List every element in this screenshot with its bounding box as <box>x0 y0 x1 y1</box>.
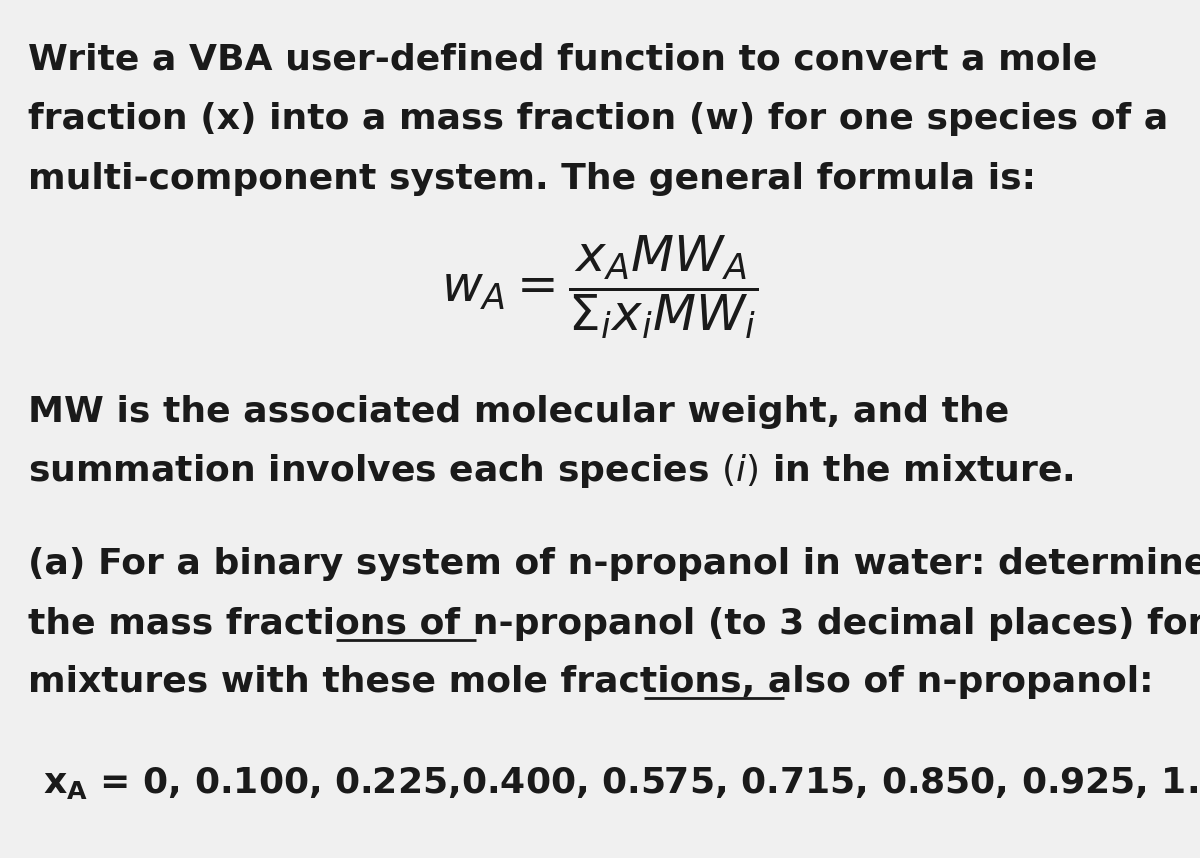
Text: $w_A = \dfrac{x_A MW_A}{\Sigma_i x_i MW_i}$: $w_A = \dfrac{x_A MW_A}{\Sigma_i x_i MW_… <box>442 233 758 341</box>
Text: mixtures with these mole fractions, also of n-propanol:: mixtures with these mole fractions, also… <box>28 665 1153 699</box>
Text: Write a VBA user-defined function to convert a mole: Write a VBA user-defined function to con… <box>28 42 1097 76</box>
Text: (a) For a binary system of n-propanol in water: determine: (a) For a binary system of n-propanol in… <box>28 547 1200 581</box>
Text: summation involves each species $\mathbf{\mathit{(i)}}$ in the mixture.: summation involves each species $\mathbf… <box>28 452 1074 490</box>
Text: multi-component system. The general formula is:: multi-component system. The general form… <box>28 162 1036 196</box>
Text: $\mathbf{x_A}$ = 0, 0.100, 0.225,0.400, 0.575, 0.715, 0.850, 0.925, 1.00: $\mathbf{x_A}$ = 0, 0.100, 0.225,0.400, … <box>43 765 1200 801</box>
Text: fraction (x) into a mass fraction (w) for one species of a: fraction (x) into a mass fraction (w) fo… <box>28 102 1169 136</box>
Text: the mass fractions of n-propanol (to 3 decimal places) for: the mass fractions of n-propanol (to 3 d… <box>28 607 1200 641</box>
Text: MW is the associated molecular weight, and the: MW is the associated molecular weight, a… <box>28 395 1009 429</box>
